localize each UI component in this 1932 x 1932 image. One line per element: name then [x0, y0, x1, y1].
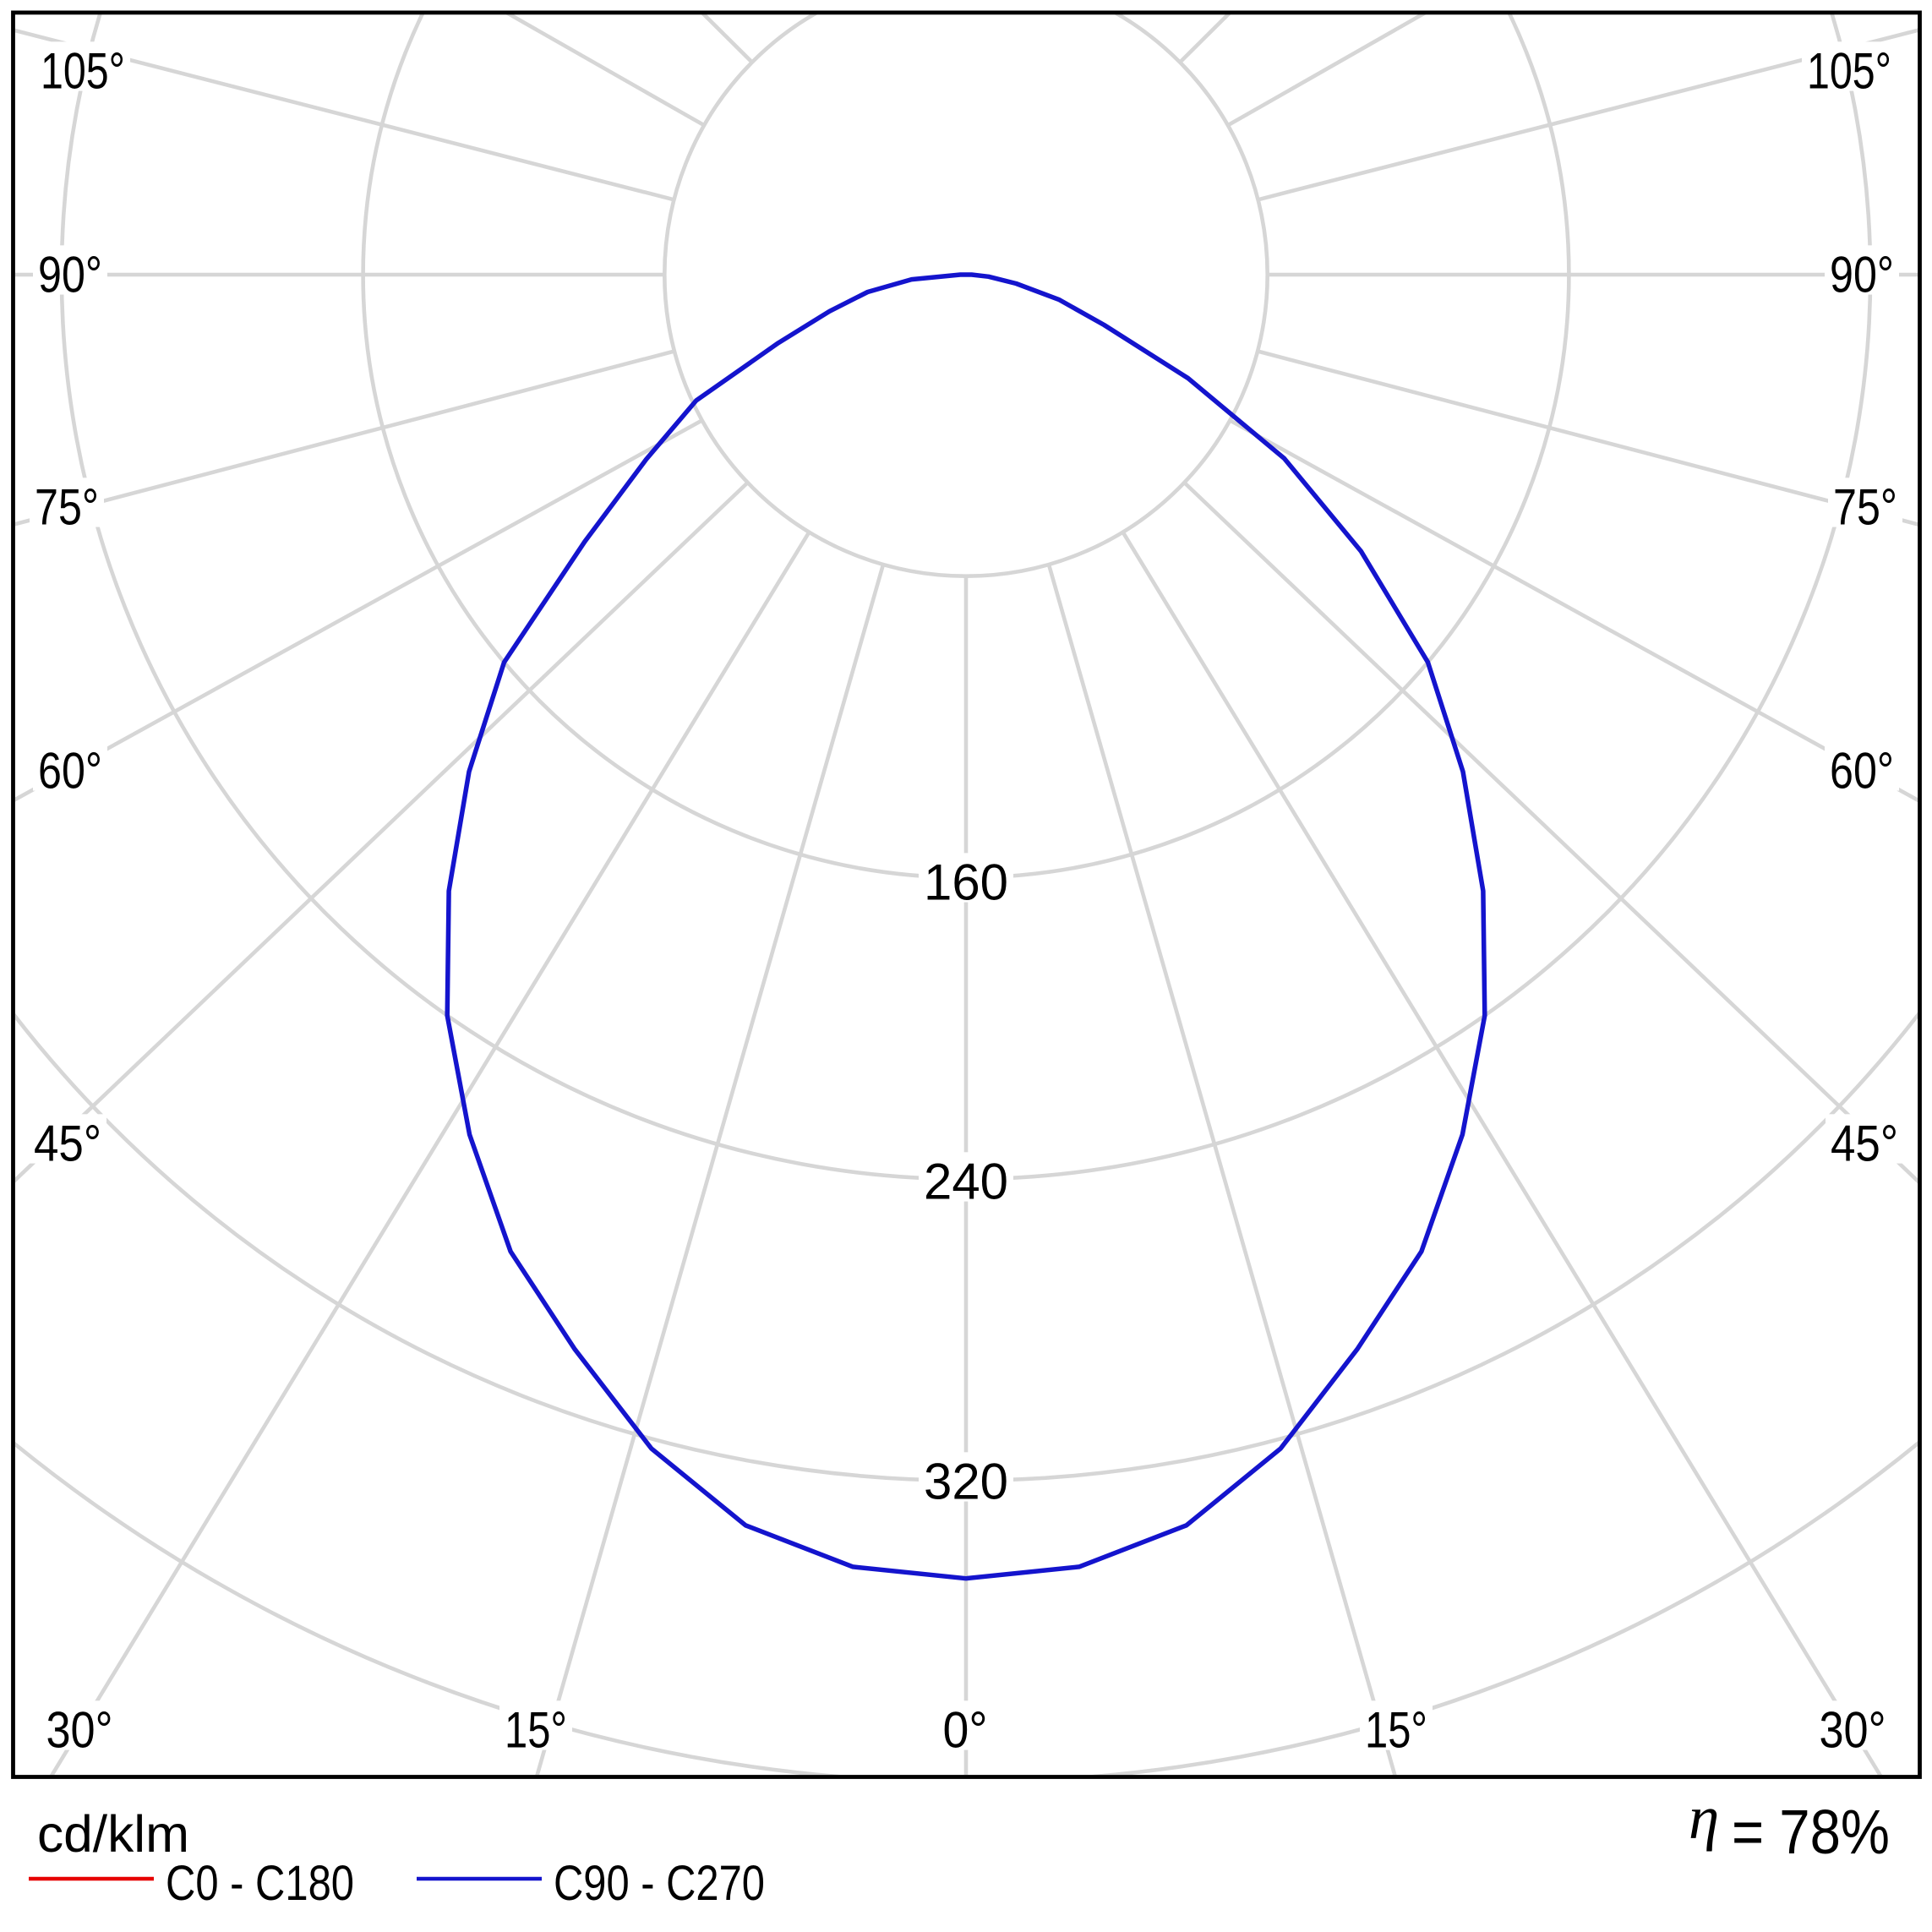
- svg-text:15°: 15°: [505, 1702, 567, 1759]
- svg-text:320: 320: [924, 1454, 1008, 1510]
- svg-text:160: 160: [924, 854, 1008, 911]
- svg-text:105°: 105°: [1807, 43, 1891, 100]
- svg-text:30°: 30°: [46, 1702, 113, 1759]
- svg-text:15°: 15°: [1365, 1702, 1427, 1759]
- svg-text:C90 - C270: C90 - C270: [554, 1856, 765, 1911]
- svg-text:60°: 60°: [1830, 743, 1894, 800]
- svg-text:105°: 105°: [41, 43, 125, 100]
- svg-text:90°: 90°: [38, 247, 102, 303]
- svg-text:cd/klm: cd/klm: [37, 1805, 189, 1863]
- svg-text:45°: 45°: [34, 1116, 101, 1172]
- svg-text:C0 - C180: C0 - C180: [166, 1856, 354, 1911]
- svg-text:90°: 90°: [1830, 247, 1894, 303]
- svg-text:240: 240: [924, 1154, 1008, 1210]
- svg-text:75°: 75°: [35, 479, 99, 536]
- svg-text:30°: 30°: [1820, 1702, 1886, 1759]
- svg-text:45°: 45°: [1831, 1116, 1898, 1172]
- svg-text:η: η: [1689, 1783, 1719, 1852]
- svg-text:60°: 60°: [38, 743, 102, 800]
- svg-text:75°: 75°: [1833, 479, 1897, 536]
- svg-text:0°: 0°: [943, 1702, 988, 1759]
- svg-text:= 78%: = 78%: [1732, 1797, 1890, 1867]
